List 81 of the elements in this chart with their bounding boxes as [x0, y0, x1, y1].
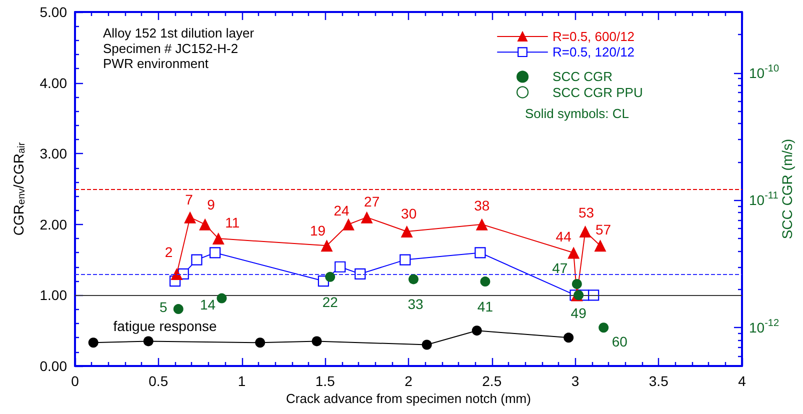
point	[574, 290, 584, 300]
x-tick-label: 4	[738, 373, 746, 389]
annotation: Alloy 152 1st dilution layer	[103, 26, 255, 40]
annotation: 47	[552, 260, 568, 276]
point	[360, 211, 373, 224]
y-tick-label: 3.00	[40, 146, 68, 162]
point	[480, 276, 490, 287]
x-tick-label: 1	[238, 373, 246, 389]
point	[476, 218, 488, 230]
x-tick-label: 2	[404, 373, 413, 389]
annotation: fatigue response	[113, 318, 218, 334]
point	[143, 336, 154, 346]
annotation: Solid symbols: CL	[524, 106, 630, 121]
point	[170, 268, 183, 280]
point	[325, 272, 336, 282]
annotation: 19	[310, 222, 326, 239]
y-tick-label: 2.00	[40, 216, 68, 232]
legend-label: R=0.5, 120/12	[552, 44, 635, 60]
point	[354, 268, 366, 280]
y-tick-label: 0.00	[40, 358, 68, 374]
x-tick-label: 3	[571, 373, 580, 389]
point	[210, 247, 221, 258]
y-tick-label: 4.00	[40, 74, 68, 91]
point	[184, 211, 196, 224]
annotation: 24	[334, 202, 350, 218]
point	[594, 240, 606, 252]
point	[216, 293, 227, 304]
point	[588, 290, 600, 301]
legend-label: SCC CGR PPU	[552, 84, 643, 100]
point	[212, 232, 224, 245]
point	[422, 340, 432, 350]
point	[342, 218, 354, 230]
point	[572, 279, 582, 290]
point	[564, 332, 574, 343]
annotation: 30	[401, 205, 417, 222]
y-axis-title: CGRenv/CGRair	[10, 142, 28, 236]
point	[400, 254, 411, 266]
point	[255, 338, 266, 348]
point	[472, 326, 482, 336]
annotation: 7	[185, 191, 194, 208]
annotation: 11	[225, 214, 240, 231]
point	[400, 225, 413, 238]
annotation: 22	[322, 294, 338, 310]
annotation: 38	[474, 197, 490, 214]
point	[312, 336, 322, 346]
annotation: 5	[159, 299, 168, 316]
annotation: 27	[364, 193, 380, 210]
y-tick-label: 1.00	[40, 287, 68, 304]
annotation: 60	[612, 334, 628, 350]
annotation: 14	[200, 296, 216, 312]
annotation: 44	[556, 228, 572, 245]
x-tick-label: 0	[71, 373, 80, 389]
annotation: 41	[477, 298, 494, 315]
annotation: 2	[164, 244, 173, 260]
annotation: 49	[570, 305, 587, 322]
annotation: 53	[578, 204, 594, 220]
x-tick-label: 2.5	[482, 373, 502, 389]
y2-axis-title: SCC CGR (m/s)	[779, 138, 795, 240]
annotation: 33	[408, 296, 424, 312]
annotation: PWR environment	[103, 56, 209, 72]
annotation: 9	[207, 196, 216, 212]
point	[88, 338, 98, 348]
y-tick-label: 5.00	[40, 4, 68, 20]
point	[320, 240, 333, 252]
annotation: 57	[595, 222, 612, 238]
x-tick-label: 0.5	[148, 373, 168, 389]
point	[334, 261, 346, 272]
x-axis-title: Crack advance from specimen notch (mm)	[286, 391, 531, 406]
x-tick-label: 3.5	[648, 373, 669, 389]
point	[474, 247, 486, 258]
point	[173, 304, 184, 314]
annotation: Specimen # JC152-H-2	[103, 40, 238, 56]
point	[568, 246, 580, 259]
point	[579, 225, 592, 238]
point	[199, 218, 212, 230]
legend-label: SCC CGR	[552, 69, 613, 84]
x-tick-label: 1.5	[315, 373, 336, 389]
point	[408, 274, 419, 284]
point	[598, 322, 609, 333]
point	[191, 254, 202, 266]
legend-label: R=0.5, 600/12	[552, 29, 635, 44]
